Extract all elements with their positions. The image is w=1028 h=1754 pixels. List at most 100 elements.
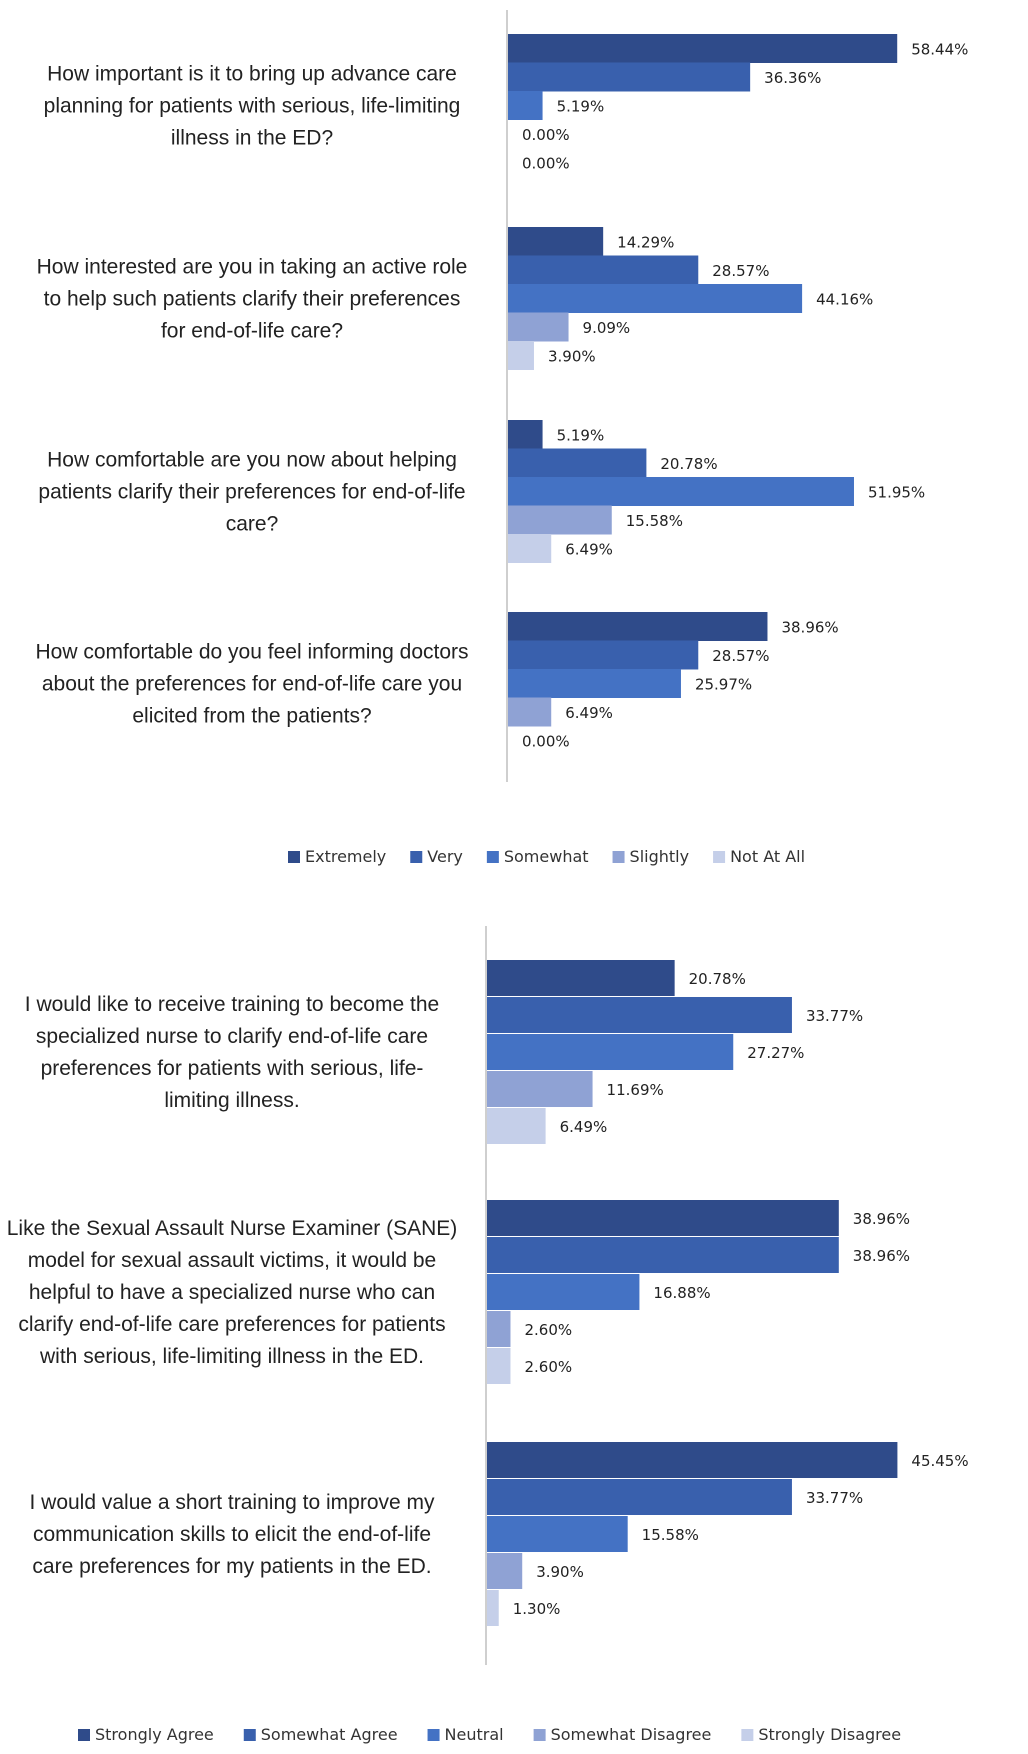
bar xyxy=(508,255,699,285)
data-label: 1.30% xyxy=(513,1600,561,1618)
bar xyxy=(487,1442,898,1478)
data-label: 38.96% xyxy=(781,619,838,637)
bar xyxy=(487,1237,839,1273)
data-label: 15.58% xyxy=(642,1526,699,1544)
legend-entry: Extremely xyxy=(305,847,386,866)
category-label-line: about the preferences for end-of-life ca… xyxy=(42,673,462,696)
legend-entry: Somewhat xyxy=(504,847,589,866)
data-label: 44.16% xyxy=(816,291,873,309)
data-label: 27.27% xyxy=(747,1044,804,1062)
bar xyxy=(508,312,569,342)
legend: Extremely Very Somewhat Slightly Not At All xyxy=(288,847,805,866)
legend-entry: Somewhat Agree xyxy=(261,1725,398,1744)
bar xyxy=(487,1200,839,1236)
category-label: I would value a short training to improv… xyxy=(29,1491,435,1578)
category-label: How comfortable are you now about helpin… xyxy=(38,449,465,536)
data-label: 25.97% xyxy=(695,676,752,694)
legend-entry: Somewhat Disagree xyxy=(551,1725,712,1744)
legend-swatch xyxy=(533,1729,546,1741)
category-label-line: Like the Sexual Assault Nurse Examiner (… xyxy=(7,1217,458,1240)
category-label-line: to help such patients clarify their pref… xyxy=(44,288,461,311)
category-label-line: helpful to have a specialized nurse who … xyxy=(29,1281,435,1304)
bar xyxy=(487,1274,640,1310)
category-label-line: How comfortable do you feel informing do… xyxy=(35,641,468,664)
category-label: How interested are you in taking an acti… xyxy=(37,256,468,343)
legend-swatch xyxy=(427,1729,440,1741)
category-label: How important is it to bring up advance … xyxy=(44,63,461,150)
category-label-line: limiting illness. xyxy=(164,1089,299,1112)
bar xyxy=(487,1590,499,1626)
bar xyxy=(487,1071,593,1107)
data-label: 9.09% xyxy=(583,319,631,337)
data-label: 33.77% xyxy=(806,1489,863,1507)
category-label-line: specialized nurse to clarify end-of-life… xyxy=(36,1025,428,1048)
data-label: 38.96% xyxy=(853,1247,910,1265)
category-label: How comfortable do you feel informing do… xyxy=(35,641,468,728)
data-label: 38.96% xyxy=(853,1210,910,1228)
data-label: 45.45% xyxy=(911,1452,968,1470)
category-label-line: patients clarify their preferences for e… xyxy=(38,481,465,504)
category-label-line: with serious, life-limiting illness in t… xyxy=(39,1345,424,1368)
bar xyxy=(487,1479,792,1515)
bar xyxy=(508,612,768,641)
data-label: 28.57% xyxy=(712,647,769,665)
data-label: 15.58% xyxy=(626,512,683,530)
bar xyxy=(508,62,751,92)
data-label: 33.77% xyxy=(806,1007,863,1025)
data-label: 6.49% xyxy=(565,704,613,722)
category-label-line: for end-of-life care? xyxy=(161,320,343,343)
legend-entry: Strongly Agree xyxy=(95,1725,214,1744)
data-label: 20.78% xyxy=(689,970,746,988)
category-label-line: preferences for patients with serious, l… xyxy=(41,1057,424,1080)
data-label: 5.19% xyxy=(557,98,605,116)
data-label: 11.69% xyxy=(607,1081,664,1099)
legend-entry: Slightly xyxy=(630,847,690,866)
category-label-line: clarify end-of-life care preferences for… xyxy=(18,1313,445,1336)
chart-2: I would like to receive training to beco… xyxy=(7,926,969,1744)
legend-entry: Very xyxy=(427,847,463,866)
bar xyxy=(508,341,534,370)
data-label: 36.36% xyxy=(764,69,821,87)
bar xyxy=(487,1553,523,1589)
bar xyxy=(508,640,699,670)
chart-1: How important is it to bring up advance … xyxy=(35,10,968,866)
bar xyxy=(487,960,675,996)
data-label: 58.44% xyxy=(911,41,968,59)
data-label: 0.00% xyxy=(522,155,570,173)
legend-swatch xyxy=(78,1729,90,1741)
legend-swatch xyxy=(713,851,726,863)
bar xyxy=(508,227,604,256)
legend-entry: Not At All xyxy=(730,847,805,866)
bar xyxy=(487,1348,511,1384)
bar xyxy=(508,34,898,63)
legend-entry: Strongly Disagree xyxy=(758,1725,901,1744)
bar xyxy=(508,505,612,535)
category-label-line: elicited from the patients? xyxy=(132,705,371,728)
bar xyxy=(487,1108,546,1144)
bar xyxy=(508,91,543,120)
data-label: 0.00% xyxy=(522,733,570,751)
data-label: 51.95% xyxy=(868,484,925,502)
bar xyxy=(487,1034,734,1070)
legend-swatch xyxy=(741,1729,754,1741)
category-label-line: I would like to receive training to beco… xyxy=(25,993,439,1016)
category-label: I would like to receive training to beco… xyxy=(25,993,439,1112)
legend-swatch xyxy=(243,1729,256,1741)
category-label-line: communication skills to elicit the end-o… xyxy=(33,1523,431,1546)
data-label: 3.90% xyxy=(536,1563,584,1581)
category-label-line: model for sexual assault victims, it wou… xyxy=(28,1249,437,1272)
data-label: 0.00% xyxy=(522,126,570,144)
category-label-line: illness in the ED? xyxy=(171,127,333,150)
data-label: 6.49% xyxy=(565,541,613,559)
category-label-line: planning for patients with serious, life… xyxy=(44,95,461,118)
data-label: 6.49% xyxy=(560,1118,608,1136)
category-label-line: care? xyxy=(226,513,279,536)
category-label-line: How important is it to bring up advance … xyxy=(47,63,457,86)
bar xyxy=(508,697,552,727)
bar xyxy=(508,669,681,698)
bar xyxy=(487,1311,511,1347)
legend-swatch xyxy=(486,851,499,863)
category-label-line: care preferences for my patients in the … xyxy=(32,1555,431,1578)
bar xyxy=(508,448,647,478)
category-label-line: How interested are you in taking an acti… xyxy=(37,256,468,279)
